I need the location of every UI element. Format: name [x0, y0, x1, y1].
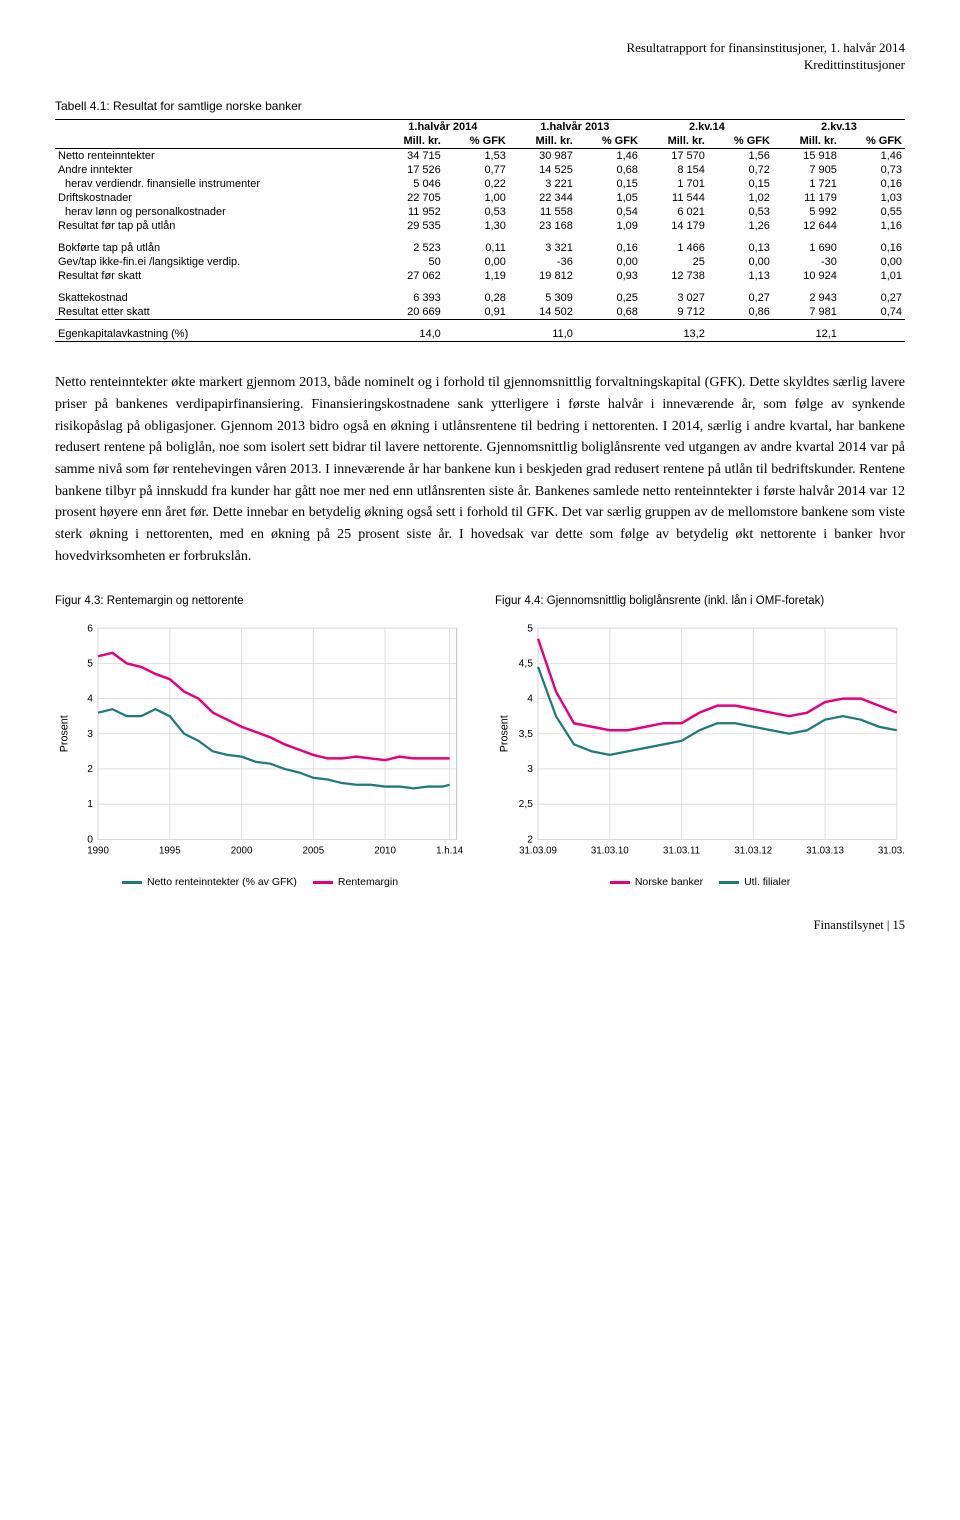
svg-text:2,5: 2,5 [519, 800, 534, 811]
chart-left-box: 0 1 2 3 4 5 6 1990 1995 2000 2005 2010 1.h.14 Prosent [55, 613, 465, 873]
chart-right-box: 2 2,5 3 3,5 4 4,5 5 31.03.09 31.03.10 31.03.11 31.… [495, 613, 905, 873]
svg-text:Prosent: Prosent [58, 716, 70, 753]
svg-text:0: 0 [87, 835, 93, 846]
svg-text:3: 3 [527, 765, 533, 776]
svg-text:Prosent: Prosent [498, 716, 510, 753]
svg-text:4: 4 [527, 694, 533, 705]
svg-text:1995: 1995 [159, 846, 181, 857]
svg-text:6: 6 [87, 624, 93, 635]
svg-text:4,5: 4,5 [519, 659, 534, 670]
svg-text:2010: 2010 [374, 846, 396, 857]
table-caption: Tabell 4.1: Resultat for samtlige norske… [55, 99, 905, 113]
legend-item: Netto renteinntekter (% av GFK) [122, 876, 297, 888]
chart-left-caption: Figur 4.3: Rentemargin og nettorente [55, 595, 465, 607]
page-footer: Finanstilsynet | 15 [55, 918, 905, 933]
svg-text:2000: 2000 [231, 846, 253, 857]
chart-right-caption: Figur 4.4: Gjennomsnittlig boliglånsrent… [495, 595, 905, 607]
header-line1: Resultatrapport for finansinstitusjoner,… [626, 40, 905, 55]
svg-text:31.03.10: 31.03.10 [591, 846, 629, 857]
legend-item: Utl. filialer [719, 876, 790, 888]
chart-right-legend: Norske banker Utl. filialer [495, 876, 905, 888]
svg-text:3: 3 [87, 729, 93, 740]
header-line2: Kredittinstitusjoner [804, 57, 905, 72]
body-paragraph: Netto renteinntekter økte markert gjenno… [55, 372, 905, 567]
svg-text:1.h.14: 1.h.14 [436, 846, 464, 857]
svg-text:31.03.13: 31.03.13 [806, 846, 844, 857]
chart-left-legend: Netto renteinntekter (% av GFK) Rentemarg… [55, 876, 465, 888]
svg-text:4: 4 [87, 694, 93, 705]
chart-left-col: Figur 4.3: Rentemargin og nettorente 0 1 2… [55, 595, 465, 888]
svg-text:31.03.09: 31.03.09 [519, 846, 557, 857]
svg-text:2: 2 [527, 835, 533, 846]
legend-item: Norske banker [610, 876, 703, 888]
chart-right-col: Figur 4.4: Gjennomsnittlig boliglånsrent… [495, 595, 905, 888]
svg-text:31.03.14: 31.03.14 [878, 846, 905, 857]
svg-text:31.03.12: 31.03.12 [734, 846, 772, 857]
svg-text:3,5: 3,5 [519, 729, 534, 740]
svg-text:1990: 1990 [87, 846, 109, 857]
svg-text:1: 1 [87, 800, 93, 811]
svg-text:31.03.11: 31.03.11 [663, 846, 700, 857]
doc-header: Resultatrapport for finansinstitusjoner,… [55, 40, 905, 74]
chart-row: Figur 4.3: Rentemargin og nettorente 0 1 2… [55, 595, 905, 888]
svg-text:2: 2 [87, 765, 93, 776]
svg-text:5: 5 [87, 659, 93, 670]
svg-text:5: 5 [527, 624, 533, 635]
legend-item: Rentemargin [313, 876, 398, 888]
results-table: 1.halvår 20141.halvår 20132.kv.142.kv.13… [55, 119, 905, 345]
svg-text:2005: 2005 [302, 846, 324, 857]
